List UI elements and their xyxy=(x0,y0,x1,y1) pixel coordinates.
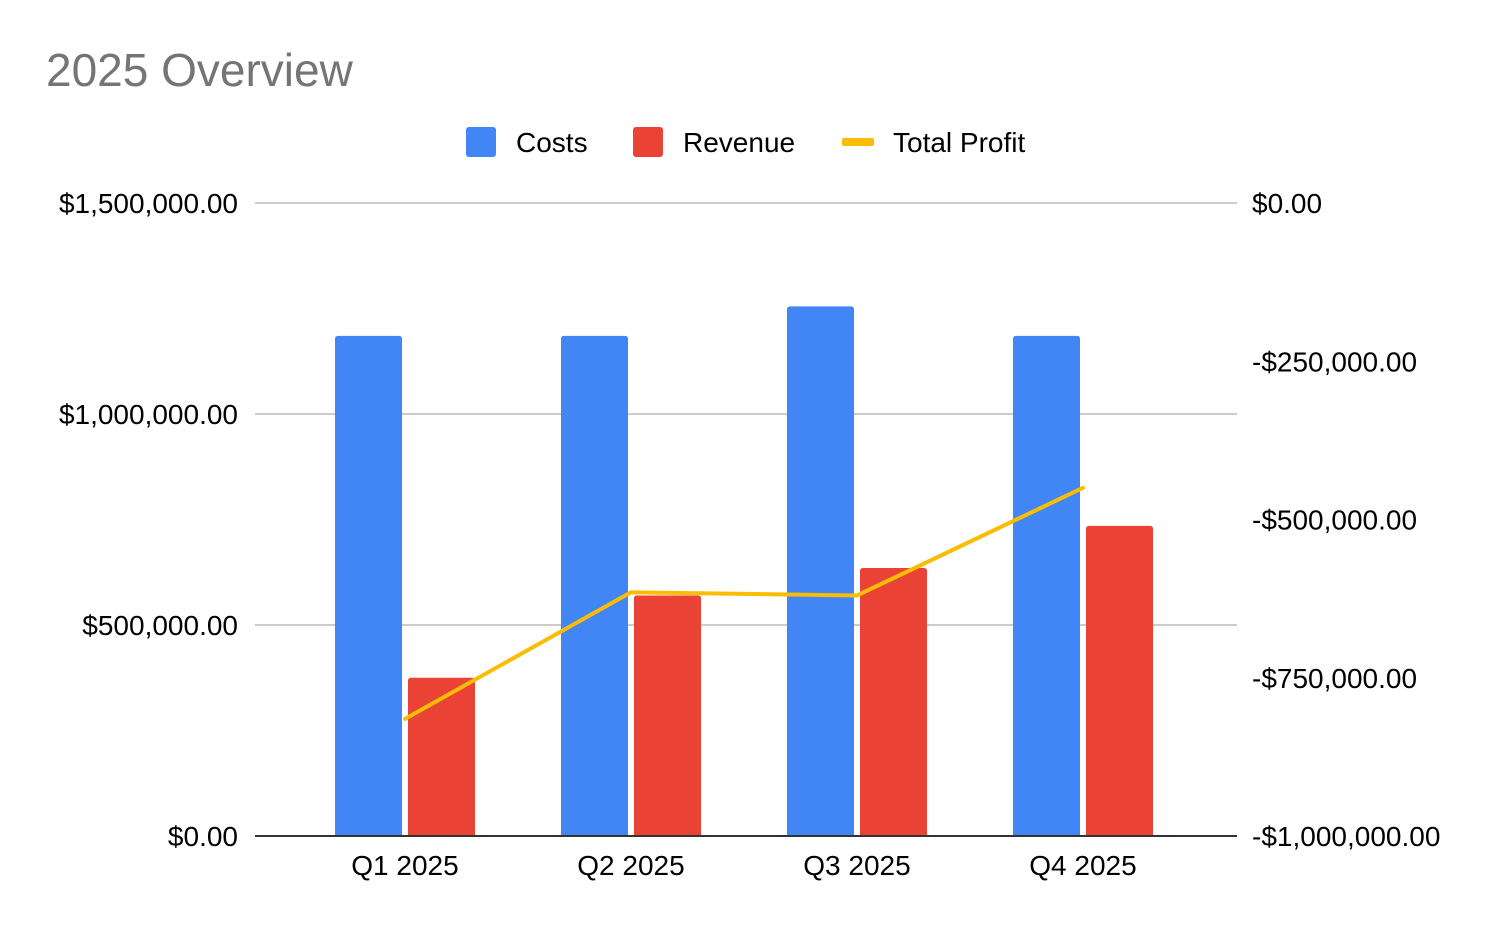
legend-label-costs: Costs xyxy=(516,127,588,158)
left-axis-labels: $0.00 $500,000.00 $1,000,000.00 $1,500,000.… xyxy=(59,188,238,852)
legend-item-revenue[interactable]: Revenue xyxy=(633,127,795,158)
legend-label-revenue: Revenue xyxy=(683,127,795,158)
legend-item-costs[interactable]: Costs xyxy=(466,127,588,158)
right-axis-tick-label: -$500,000.00 xyxy=(1252,505,1417,536)
right-axis-tick-label: -$1,000,000.00 xyxy=(1252,821,1440,852)
legend-swatch-revenue xyxy=(633,127,663,157)
bar-revenue-q1-2025[interactable] xyxy=(408,677,475,836)
bar-revenue-q2-2025[interactable] xyxy=(634,595,701,836)
legend-swatch-costs xyxy=(466,127,496,157)
left-axis-tick-label: $1,000,000.00 xyxy=(59,399,238,430)
legend: Costs Revenue Total Profit xyxy=(466,127,1025,158)
chart-title: 2025 Overview xyxy=(46,44,354,96)
line-total-profit[interactable] xyxy=(403,485,1085,721)
left-axis-tick-label: $500,000.00 xyxy=(82,610,238,641)
bar-costs-q3-2025[interactable] xyxy=(787,306,854,836)
bars xyxy=(335,306,1153,836)
legend-label-total-profit: Total Profit xyxy=(893,127,1025,158)
right-axis-tick-label: -$250,000.00 xyxy=(1252,346,1417,377)
legend-swatch-total-profit xyxy=(842,138,874,146)
bar-costs-q1-2025[interactable] xyxy=(335,335,402,836)
profit-line-group xyxy=(403,485,1085,721)
x-axis-tick-label: Q2 2025 xyxy=(577,850,684,881)
x-axis-tick-label: Q4 2025 xyxy=(1029,850,1136,881)
bar-revenue-q3-2025[interactable] xyxy=(860,568,927,836)
bar-costs-q2-2025[interactable] xyxy=(561,335,628,836)
legend-item-total-profit[interactable]: Total Profit xyxy=(842,127,1025,158)
right-axis-labels: -$1,000,000.00 -$750,000.00 -$500,000.00 -$… xyxy=(1252,188,1440,852)
x-axis-tick-label: Q3 2025 xyxy=(803,850,910,881)
left-axis-tick-label: $1,500,000.00 xyxy=(59,188,238,219)
right-axis-tick-label: -$750,000.00 xyxy=(1252,663,1417,694)
bar-revenue-q4-2025[interactable] xyxy=(1086,525,1153,836)
x-axis-tick-label: Q1 2025 xyxy=(351,850,458,881)
right-axis-tick-label: $0.00 xyxy=(1252,188,1322,219)
bar-costs-q4-2025[interactable] xyxy=(1013,335,1080,836)
left-axis-tick-label: $0.00 xyxy=(168,821,238,852)
x-axis-labels: Q1 2025 Q2 2025 Q3 2025 Q4 2025 xyxy=(351,850,1136,881)
